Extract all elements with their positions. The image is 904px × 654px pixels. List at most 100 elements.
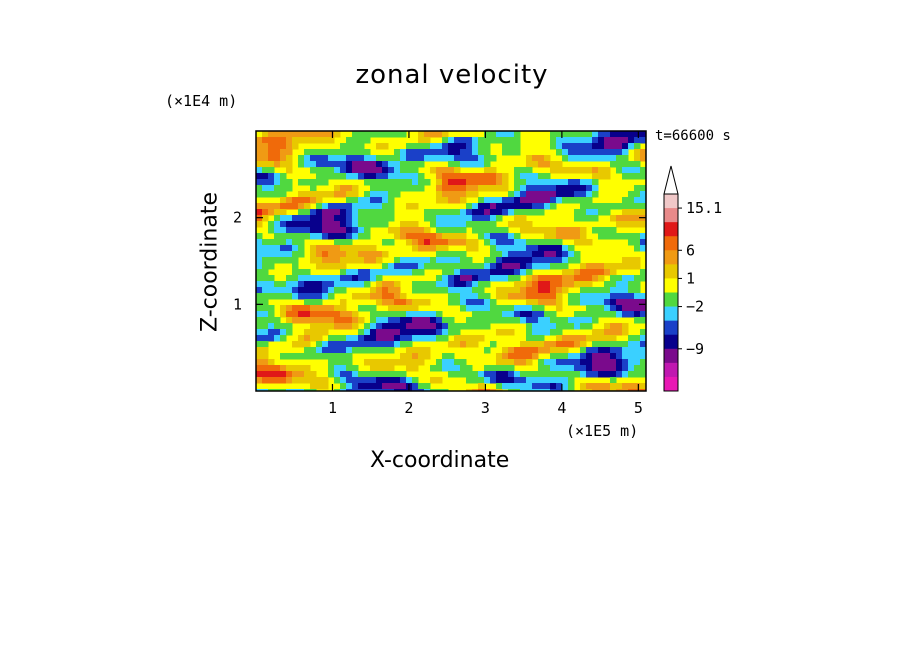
heatmap-cell bbox=[538, 299, 545, 306]
heatmap-cell bbox=[358, 203, 365, 210]
heatmap-cell bbox=[304, 329, 311, 336]
heatmap-cell bbox=[466, 323, 473, 330]
heatmap-cell bbox=[616, 329, 623, 336]
heatmap-cell bbox=[358, 143, 365, 150]
heatmap-cell bbox=[322, 203, 329, 210]
heatmap-cell bbox=[460, 143, 467, 150]
heatmap-cell bbox=[310, 323, 317, 330]
heatmap-cell bbox=[340, 287, 347, 294]
heatmap-cell bbox=[622, 161, 629, 168]
heatmap-cell bbox=[484, 281, 491, 288]
heatmap-cell bbox=[550, 275, 557, 282]
heatmap-cell bbox=[604, 311, 611, 318]
heatmap-cell bbox=[412, 299, 419, 306]
colorbar-label: 15.1 bbox=[686, 199, 722, 217]
heatmap-cell bbox=[544, 275, 551, 282]
heatmap-cell bbox=[454, 293, 461, 300]
heatmap-cell bbox=[364, 161, 371, 168]
heatmap-cell bbox=[532, 317, 539, 324]
heatmap-cell bbox=[568, 281, 575, 288]
heatmap-cell bbox=[598, 335, 605, 342]
heatmap-cell bbox=[556, 251, 563, 258]
heatmap-cell bbox=[496, 227, 503, 234]
heatmap-cell bbox=[418, 269, 425, 276]
heatmap-cell bbox=[484, 323, 491, 330]
heatmap-cell bbox=[538, 239, 545, 246]
heatmap-cell bbox=[442, 143, 449, 150]
heatmap-cell bbox=[274, 155, 281, 162]
heatmap-cell bbox=[268, 263, 275, 270]
heatmap-cell bbox=[568, 335, 575, 342]
heatmap-cell bbox=[442, 275, 449, 282]
heatmap-cell bbox=[274, 185, 281, 192]
heatmap-cell bbox=[442, 317, 449, 324]
heatmap-cell bbox=[538, 317, 545, 324]
heatmap-cell bbox=[412, 257, 419, 264]
heatmap-cell bbox=[352, 131, 359, 138]
heatmap-cell bbox=[274, 137, 281, 144]
heatmap-cell bbox=[502, 179, 509, 186]
heatmap-cell bbox=[346, 371, 353, 378]
heatmap-cell bbox=[310, 245, 317, 252]
heatmap-cell bbox=[268, 323, 275, 330]
heatmap-cell bbox=[334, 227, 341, 234]
heatmap-cell bbox=[622, 353, 629, 360]
heatmap-cell bbox=[622, 155, 629, 162]
heatmap-cell bbox=[424, 263, 431, 270]
heatmap-cell bbox=[268, 257, 275, 264]
heatmap-cell bbox=[496, 263, 503, 270]
heatmap-cell bbox=[532, 281, 539, 288]
heatmap-cell bbox=[628, 221, 635, 228]
heatmap-cell bbox=[514, 239, 521, 246]
heatmap-cell bbox=[268, 239, 275, 246]
heatmap-cell bbox=[358, 167, 365, 174]
heatmap-cell bbox=[466, 263, 473, 270]
heatmap-cell bbox=[496, 317, 503, 324]
heatmap-cell bbox=[616, 311, 623, 318]
heatmap-cell bbox=[388, 131, 395, 138]
heatmap-cell bbox=[412, 329, 419, 336]
heatmap-cell bbox=[514, 287, 521, 294]
heatmap-cell bbox=[268, 179, 275, 186]
heatmap-cell bbox=[298, 137, 305, 144]
heatmap-cell bbox=[346, 161, 353, 168]
heatmap-cell bbox=[526, 191, 533, 198]
heatmap-cell bbox=[598, 143, 605, 150]
heatmap-cell bbox=[298, 245, 305, 252]
heatmap-cell bbox=[478, 137, 485, 144]
heatmap-cell bbox=[592, 167, 599, 174]
heatmap-cell bbox=[484, 137, 491, 144]
heatmap-cell bbox=[448, 149, 455, 156]
heatmap-cell bbox=[412, 203, 419, 210]
heatmap-cell bbox=[310, 317, 317, 324]
heatmap-cell bbox=[490, 137, 497, 144]
heatmap-cell bbox=[316, 227, 323, 234]
heatmap-cell bbox=[640, 191, 646, 198]
heatmap-cell bbox=[592, 389, 599, 391]
heatmap-cell bbox=[334, 155, 341, 162]
heatmap-cell bbox=[538, 203, 545, 210]
heatmap-cell bbox=[334, 173, 341, 180]
heatmap-cell bbox=[322, 137, 329, 144]
heatmap-cell bbox=[406, 221, 413, 228]
heatmap-cell bbox=[406, 167, 413, 174]
heatmap-cell bbox=[286, 203, 293, 210]
heatmap-cell bbox=[298, 317, 305, 324]
heatmap-cell bbox=[508, 383, 515, 390]
heatmap-cell bbox=[280, 281, 287, 288]
heatmap-cell bbox=[526, 251, 533, 258]
heatmap-cell bbox=[634, 161, 641, 168]
heatmap-cell bbox=[280, 155, 287, 162]
heatmap-cell bbox=[484, 149, 491, 156]
heatmap-cell bbox=[286, 311, 293, 318]
heatmap-cell bbox=[328, 311, 335, 318]
heatmap-cell bbox=[634, 221, 641, 228]
heatmap-cell bbox=[568, 353, 575, 360]
heatmap-cell bbox=[376, 287, 383, 294]
heatmap-cell bbox=[358, 293, 365, 300]
heatmap-cell bbox=[388, 287, 395, 294]
heatmap-cell bbox=[334, 239, 341, 246]
heatmap-cell bbox=[580, 335, 587, 342]
colorbar-label: −2 bbox=[686, 298, 704, 316]
heatmap-cell bbox=[310, 257, 317, 264]
